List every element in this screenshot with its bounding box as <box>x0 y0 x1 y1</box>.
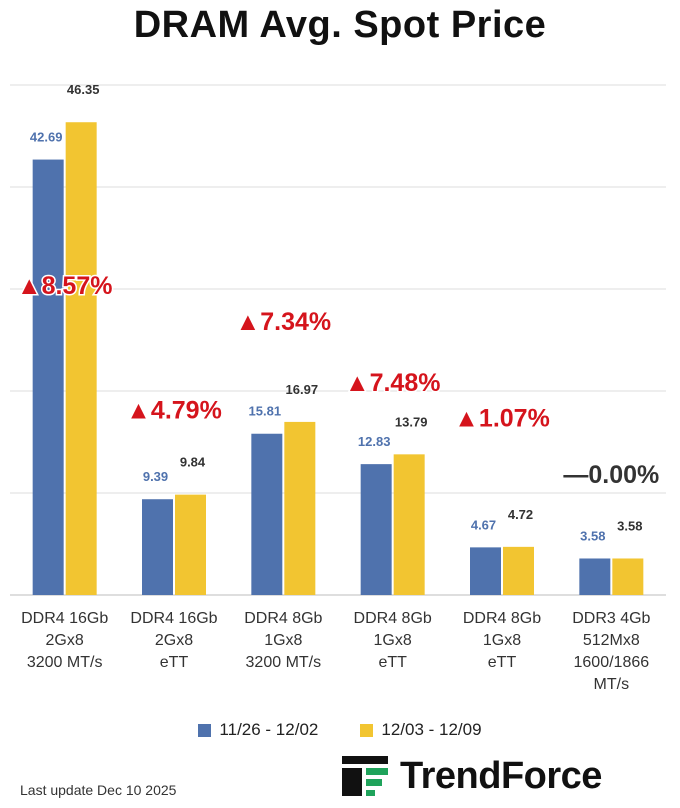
category-label: 512Mx8 <box>583 632 640 649</box>
category-label: DDR4 8Gb <box>244 610 322 627</box>
bar-series-1 <box>360 464 392 595</box>
category-label: 2Gx8 <box>155 632 193 649</box>
bar-series-1 <box>142 499 173 595</box>
category-label: MT/s <box>594 676 630 693</box>
data-label: 9.84 <box>180 455 206 470</box>
category-label: 1Gx8 <box>264 632 302 649</box>
legend-item-series-2: 12/03 - 12/09 <box>360 720 482 740</box>
data-label: 42.69 <box>30 130 63 145</box>
bar-series-1 <box>579 558 611 595</box>
legend: 11/26 - 12/02 12/03 - 12/09 <box>0 720 680 740</box>
bar-series-2 <box>65 122 97 595</box>
change-label: ▲4.79% <box>126 397 222 425</box>
legend-swatch-series-1 <box>198 723 212 737</box>
category-label: 3200 MT/s <box>246 654 322 671</box>
change-label: ▲7.34% <box>236 308 332 336</box>
bar-chart: 42.69 46.35 DDR4 16Gb 2Gx8 3200 MT/s ▲8.57% 9.… <box>10 82 666 693</box>
category-label: DDR4 16Gb <box>21 610 108 627</box>
data-label: 3.58 <box>617 518 642 533</box>
trendforce-logo-icon <box>342 756 388 796</box>
category-label: DDR4 8Gb <box>354 610 432 627</box>
data-label: 3.58 <box>580 528 605 543</box>
category-label: eTT <box>378 654 407 671</box>
trendforce-logo: TrendForce <box>340 754 602 798</box>
last-update-text: Last update Dec 10 2025 <box>20 782 177 798</box>
data-label: 16.97 <box>286 382 319 397</box>
legend-swatch-series-2 <box>360 723 374 737</box>
category-label: 2Gx8 <box>46 632 84 649</box>
category-label: eTT <box>488 654 517 671</box>
trendforce-logo-text: TrendForce <box>400 754 602 797</box>
category-label: eTT <box>160 654 189 671</box>
data-label: 9.39 <box>143 469 168 484</box>
chart-title: DRAM Avg. Spot Price <box>133 4 547 46</box>
bar-series-2 <box>393 454 425 595</box>
category-label: 1Gx8 <box>374 632 412 649</box>
category-label: DDR4 16Gb <box>130 610 217 627</box>
bar-series-1 <box>32 159 64 595</box>
change-label: ▲1.07% <box>454 405 550 433</box>
bar-series-2 <box>612 558 644 595</box>
change-label: —0.00% <box>563 461 659 489</box>
legend-label-series-2: 12/03 - 12/09 <box>381 720 482 739</box>
bar-series-2 <box>284 421 316 595</box>
data-label: 4.67 <box>471 517 496 532</box>
change-label: ▲8.57% <box>17 272 113 300</box>
data-label: 46.35 <box>67 82 100 97</box>
category-label: 3200 MT/s <box>27 654 103 671</box>
legend-item-series-1: 11/26 - 12/02 <box>198 720 318 740</box>
bar-series-1 <box>470 547 501 595</box>
change-label: ▲7.48% <box>345 369 441 397</box>
data-label: 13.79 <box>395 414 428 429</box>
category-label: DDR3 4Gb <box>572 610 650 627</box>
category-label: DDR4 8Gb <box>463 610 541 627</box>
bar-series-2 <box>175 494 206 595</box>
category-label: 1600/1866 <box>574 654 650 671</box>
data-label: 12.83 <box>358 434 391 449</box>
category-label: 1Gx8 <box>483 632 521 649</box>
data-label: 15.81 <box>249 404 282 419</box>
bar-series-1 <box>251 433 283 595</box>
legend-label-series-1: 11/26 - 12/02 <box>219 720 319 739</box>
bar-series-2 <box>503 546 534 595</box>
data-label: 4.72 <box>508 507 533 522</box>
